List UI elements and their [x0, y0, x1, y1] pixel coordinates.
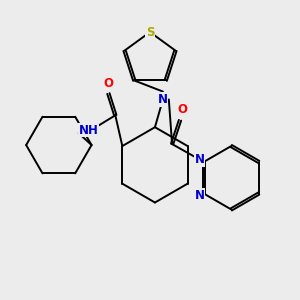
- Text: N: N: [158, 93, 168, 106]
- Text: N: N: [195, 189, 205, 202]
- Text: NH: NH: [79, 124, 98, 137]
- Text: N: N: [195, 153, 205, 167]
- Text: O: O: [177, 103, 187, 116]
- Text: S: S: [146, 26, 154, 39]
- Text: O: O: [103, 77, 113, 90]
